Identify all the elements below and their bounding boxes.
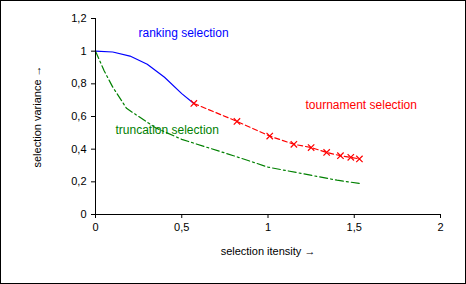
svg-text:0: 0 xyxy=(92,221,98,233)
svg-text:2: 2 xyxy=(437,221,443,233)
svg-text:0,2: 0,2 xyxy=(71,175,86,187)
svg-text:truncation selection: truncation selection xyxy=(116,123,219,137)
svg-text:1,2: 1,2 xyxy=(71,12,86,24)
svg-text:0,4: 0,4 xyxy=(71,143,86,155)
svg-text:1: 1 xyxy=(265,221,271,233)
svg-text:0: 0 xyxy=(80,208,86,220)
svg-text:1,5: 1,5 xyxy=(347,221,362,233)
svg-text:selection variance →: selection variance → xyxy=(31,65,43,167)
svg-text:1: 1 xyxy=(80,45,86,57)
svg-text:0,6: 0,6 xyxy=(71,110,86,122)
svg-text:0,5: 0,5 xyxy=(174,221,189,233)
svg-text:selection itensity →: selection itensity → xyxy=(221,245,316,257)
svg-text:0,8: 0,8 xyxy=(71,77,86,89)
svg-text:ranking selection: ranking selection xyxy=(139,26,229,40)
svg-text:tournament selection: tournament selection xyxy=(306,98,417,112)
